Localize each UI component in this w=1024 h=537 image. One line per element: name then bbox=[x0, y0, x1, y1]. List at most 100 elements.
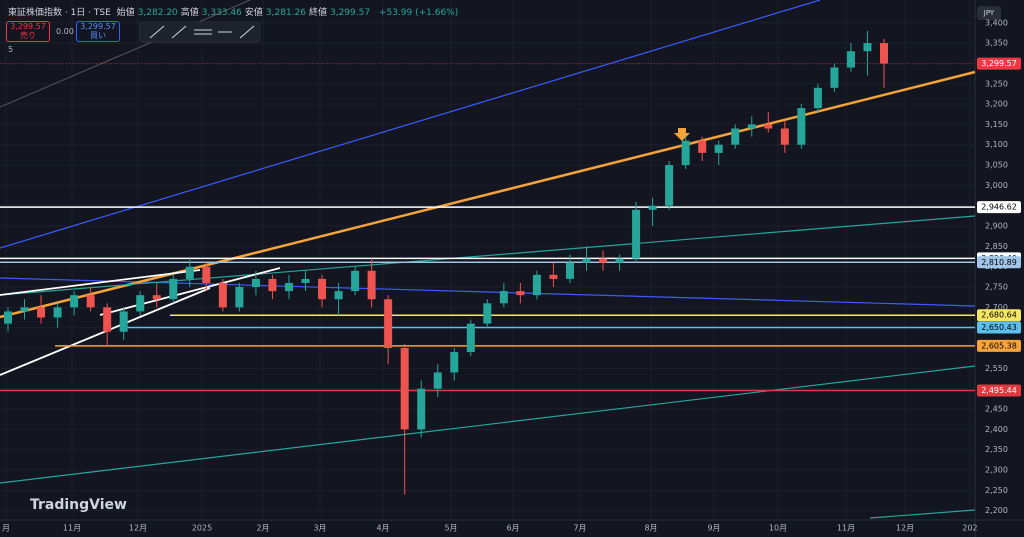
ohlc-value: 3,281.26 bbox=[265, 8, 306, 18]
level-chip bbox=[977, 339, 1021, 352]
candle-body bbox=[4, 311, 12, 324]
indicator-count[interactable]: 5 bbox=[8, 45, 14, 54]
level-label: 2,810.89 bbox=[981, 258, 1017, 267]
buy-button[interactable]: 3,299.57 買い bbox=[76, 21, 120, 42]
y-tick-label: 3,250 bbox=[985, 79, 1008, 88]
x-tick-label: 9月 bbox=[707, 524, 720, 533]
x-tick-label: 5月 bbox=[444, 524, 457, 533]
sell-label[interactable]: 売り bbox=[20, 31, 36, 40]
x-tick-label: 2月 bbox=[256, 524, 269, 533]
candle-body bbox=[599, 258, 608, 263]
candle-body bbox=[400, 348, 409, 430]
x-tick-label: 12月 bbox=[129, 524, 147, 533]
candle-body bbox=[268, 278, 277, 292]
ohlc-value: 3,333.46 bbox=[201, 8, 242, 18]
candle-body bbox=[136, 295, 145, 312]
ohlc-value: 3,282.20 bbox=[137, 8, 178, 18]
currency-button[interactable] bbox=[977, 6, 1001, 20]
y-tick-label: 2,750 bbox=[985, 283, 1008, 292]
x-tick-label: 11月 bbox=[837, 524, 855, 533]
level-label: 2,650.43 bbox=[981, 323, 1017, 332]
currency[interactable]: JPY bbox=[983, 9, 995, 17]
x-tick-label: 4月 bbox=[376, 524, 389, 533]
candle-body bbox=[301, 278, 310, 283]
trend-line bbox=[0, 365, 976, 484]
candle-body bbox=[565, 262, 574, 279]
y-tick-label: 3,000 bbox=[985, 181, 1008, 190]
candle-body bbox=[367, 270, 376, 300]
arrow-marker bbox=[674, 128, 690, 141]
candle-body bbox=[813, 87, 822, 109]
level-label: 2,946.62 bbox=[981, 203, 1017, 212]
y-tick-label: 2,450 bbox=[985, 405, 1008, 414]
candle-body bbox=[37, 307, 46, 318]
x-tick-label: 8月 bbox=[644, 524, 657, 533]
y-tick-label: 3,400 bbox=[985, 18, 1008, 27]
level-label: 2,605.38 bbox=[981, 341, 1017, 350]
level-chip bbox=[977, 384, 1021, 397]
y-tick-label: 2,550 bbox=[985, 364, 1008, 373]
candle-body bbox=[450, 352, 459, 373]
candle-body bbox=[714, 144, 723, 153]
x-tick-label: 10月 bbox=[769, 524, 787, 533]
candle-body bbox=[384, 299, 393, 349]
last-price-label: 3,299.57 bbox=[981, 59, 1017, 68]
candle-body bbox=[499, 291, 508, 304]
x-tick-label: 月 bbox=[2, 524, 10, 533]
symbol: 東証株価指数 · 1日 · TSE bbox=[8, 8, 111, 18]
y-tick-label: 3,150 bbox=[985, 120, 1008, 129]
candle-body bbox=[780, 128, 789, 145]
candle-body bbox=[103, 307, 112, 332]
sell-price[interactable]: 3,299.57 bbox=[10, 22, 46, 31]
candle-body bbox=[185, 266, 194, 279]
ohlc-label: 安値 bbox=[244, 8, 263, 18]
header: 東証株価指数 · 1日 · TSE 始値 3,282.20 高値 3,333.46 安値… bbox=[8, 5, 461, 18]
sell-button[interactable]: 3,299.57 売り bbox=[6, 21, 50, 42]
candle-body bbox=[466, 323, 475, 353]
candle-body bbox=[747, 124, 756, 129]
y-tick-label: 3,100 bbox=[985, 140, 1008, 149]
y-tick-label: 2,400 bbox=[985, 425, 1008, 434]
candle-body bbox=[681, 140, 690, 166]
candle-body bbox=[615, 258, 624, 263]
ohlc-label: 始値 bbox=[116, 8, 135, 18]
candle-body bbox=[582, 258, 591, 263]
ohlc-value: 3,299.57 bbox=[329, 8, 371, 18]
candle-body bbox=[549, 274, 558, 279]
ohlc-label: 高値 bbox=[180, 8, 199, 18]
level-label: 2,495.44 bbox=[981, 386, 1017, 395]
level-chip bbox=[977, 309, 1021, 322]
y-tick-label: 2,300 bbox=[985, 465, 1008, 474]
toolbar bbox=[139, 21, 261, 43]
trend-line bbox=[869, 509, 976, 519]
candle-body bbox=[880, 43, 888, 64]
y-tick-label: 3,200 bbox=[985, 100, 1008, 109]
candle-body bbox=[417, 388, 426, 430]
candle-body bbox=[86, 295, 95, 308]
candle-body bbox=[648, 205, 657, 210]
candle-body bbox=[797, 108, 806, 145]
candle-body bbox=[731, 128, 740, 145]
level-chip bbox=[977, 201, 1021, 214]
y-tick-label: 2,250 bbox=[985, 486, 1008, 495]
trend-line bbox=[0, 269, 201, 296]
y-tick-label: 2,350 bbox=[985, 445, 1008, 454]
candle-body bbox=[516, 291, 525, 296]
buy-price[interactable]: 3,299.57 bbox=[80, 22, 116, 31]
buy-label[interactable]: 買い bbox=[90, 31, 106, 40]
trend-line bbox=[0, 70, 976, 319]
trend-line bbox=[0, 215, 976, 296]
candle-body bbox=[169, 278, 178, 300]
x-tick-label: 2025 bbox=[192, 524, 212, 533]
x-tick-label: 3月 bbox=[313, 524, 326, 533]
x-tick-label: 12月 bbox=[896, 524, 914, 533]
candle-body bbox=[235, 287, 244, 308]
tool-icons[interactable] bbox=[149, 25, 255, 39]
candle-body bbox=[351, 270, 360, 292]
candle-body bbox=[863, 43, 872, 52]
candle-body bbox=[20, 307, 29, 312]
candle-body bbox=[119, 311, 128, 332]
candle-body bbox=[830, 67, 839, 88]
